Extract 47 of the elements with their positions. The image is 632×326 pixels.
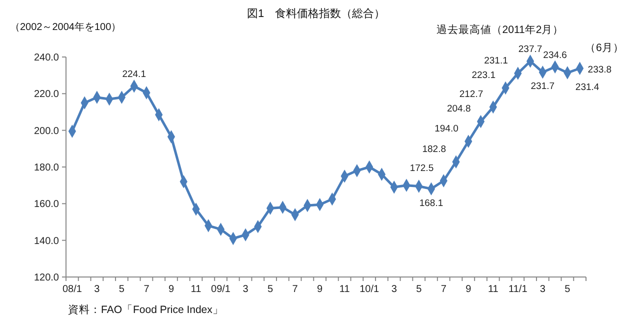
y-tick-label: 220.0 xyxy=(34,89,60,100)
data-label: 231.1 xyxy=(484,55,508,66)
x-tick-label: 5 xyxy=(564,284,571,295)
x-tick-label: 9 xyxy=(466,284,472,295)
text: （6月） xyxy=(585,42,624,54)
y-tick-label: 200.0 xyxy=(34,126,60,137)
data-label: 172.5 xyxy=(410,162,434,174)
data-label: 224.1 xyxy=(122,69,146,80)
x-tick-label: 5 xyxy=(416,284,422,295)
data-label: 231.7 xyxy=(530,81,555,92)
x-tick-label: 08/1 xyxy=(62,284,82,295)
x-tick-label: 11 xyxy=(488,284,499,295)
data-label: 182.8 xyxy=(422,144,446,155)
data-label: 194.0 xyxy=(434,123,458,134)
x-tick-label: 11/1 xyxy=(508,284,528,295)
x-tick-label: 11 xyxy=(339,284,350,295)
x-tick-label: 9 xyxy=(317,284,324,295)
x-tick-label: 7 xyxy=(292,284,298,295)
x-tick-label: 3 xyxy=(540,284,546,295)
y-tick-label: 240.0 xyxy=(34,52,60,64)
x-tick-label: 3 xyxy=(391,284,398,295)
data-label: 233.8 xyxy=(588,64,612,76)
x-tick-label: 3 xyxy=(242,284,249,295)
x-tick-label: 5 xyxy=(118,284,125,295)
x-tick-label: 7 xyxy=(144,284,150,295)
y-tick-label: 140.0 xyxy=(34,236,60,247)
data-label: 237.7 xyxy=(518,44,542,56)
text: 過去最高値（2011年2月） xyxy=(436,23,564,36)
data-label: 204.8 xyxy=(446,104,471,115)
y-tick-label: 180.0 xyxy=(34,162,60,174)
y-tick-label: 120.0 xyxy=(34,272,60,284)
data-label: 231.4 xyxy=(575,82,600,93)
data-label: 168.1 xyxy=(419,198,444,209)
x-tick-label: 11 xyxy=(190,284,202,295)
data-label: 212.7 xyxy=(459,89,484,100)
x-tick-label: 10/1 xyxy=(360,284,380,295)
text: 資料：FAO「Food Price Index」 xyxy=(68,303,224,316)
x-tick-label: 3 xyxy=(94,284,100,295)
y-tick-label: 160.0 xyxy=(34,199,60,210)
x-tick-label: 9 xyxy=(168,284,174,295)
data-label: 234.6 xyxy=(543,50,567,61)
x-tick-label: 7 xyxy=(440,284,447,295)
x-tick-label: 5 xyxy=(268,284,274,295)
x-tick-label: 09/1 xyxy=(211,284,231,295)
data-label: 223.1 xyxy=(472,70,496,81)
chart-title: 図1 食料価格指数（総合） xyxy=(246,7,386,20)
y-axis-title: （2002～2004年を100） xyxy=(10,21,122,33)
